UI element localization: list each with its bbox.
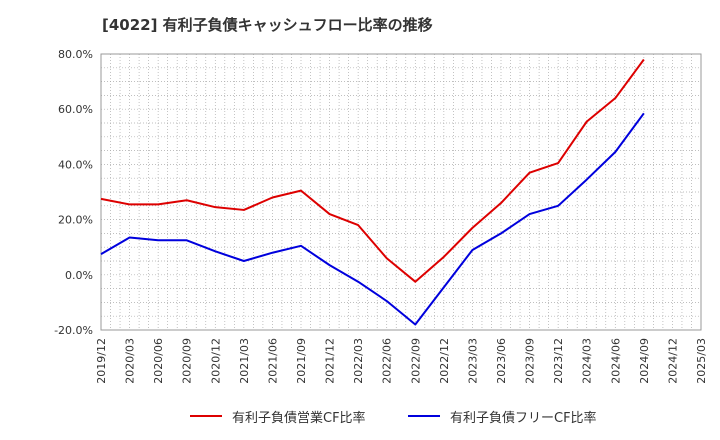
x-tick-label: 2023/12 bbox=[552, 338, 565, 384]
x-tick-label: 2022/03 bbox=[352, 338, 365, 384]
x-tick-label: 2023/09 bbox=[524, 338, 537, 384]
legend-item-operating-cf: 有利子負債営業CF比率 bbox=[190, 404, 366, 428]
legend-item-free-cf: 有利子負債フリーCF比率 bbox=[408, 404, 597, 428]
x-tick-label: 2024/03 bbox=[581, 338, 594, 384]
x-tick-label: 2024/09 bbox=[638, 338, 651, 384]
legend-label-free-cf: 有利子負債フリーCF比率 bbox=[450, 410, 597, 426]
y-tick-label: 80.0% bbox=[58, 48, 93, 61]
series-lines bbox=[100, 58, 645, 326]
y-axis-ticks: -20.0% 0.0% 20.0% 40.0% 60.0% 80.0% bbox=[54, 48, 93, 337]
plot-area-border bbox=[100, 53, 702, 331]
x-tick-label: 2020/03 bbox=[124, 338, 137, 384]
y-tick-label: 60.0% bbox=[58, 103, 93, 116]
x-tick-label: 2023/06 bbox=[495, 338, 508, 384]
x-tick-label: 2021/09 bbox=[295, 338, 308, 384]
chart-title: [4022] 有利子負債キャッシュフロー比率の推移 bbox=[102, 16, 433, 34]
legend-swatch-operating-cf bbox=[190, 415, 222, 417]
x-tick-label: 2024/06 bbox=[609, 338, 622, 384]
x-tick-label: 2021/03 bbox=[238, 338, 251, 384]
x-tick-label: 2021/06 bbox=[266, 338, 279, 384]
x-tick-label: 2020/09 bbox=[181, 338, 194, 384]
y-tick-label: -20.0% bbox=[54, 324, 93, 337]
x-axis-ticks: 2019/12 2020/03 2020/06 2020/09 2020/12 2021/… bbox=[95, 338, 708, 384]
grid bbox=[101, 53, 701, 331]
y-tick-label: 40.0% bbox=[58, 158, 93, 171]
y-tick-label: 20.0% bbox=[58, 214, 93, 227]
series-line-0 bbox=[100, 58, 645, 283]
x-tick-label: 2022/12 bbox=[438, 338, 451, 384]
legend: 有利子負債営業CF比率 有利子負債フリーCF比率 bbox=[0, 404, 720, 428]
x-tick-label: 2025/03 bbox=[695, 338, 708, 384]
x-tick-label: 2020/12 bbox=[209, 338, 222, 384]
x-tick-label: 2022/09 bbox=[409, 338, 422, 384]
series-line-1 bbox=[100, 112, 645, 326]
x-tick-label: 2019/12 bbox=[95, 338, 108, 384]
x-tick-label: 2021/12 bbox=[324, 338, 337, 384]
x-tick-label: 2024/12 bbox=[666, 338, 679, 384]
x-tick-label: 2022/06 bbox=[381, 338, 394, 384]
legend-label-operating-cf: 有利子負債営業CF比率 bbox=[232, 410, 366, 426]
x-tick-label: 2020/06 bbox=[152, 338, 165, 384]
y-tick-label: 0.0% bbox=[65, 269, 93, 282]
legend-swatch-free-cf bbox=[408, 415, 440, 417]
x-tick-label: 2023/03 bbox=[466, 338, 479, 384]
